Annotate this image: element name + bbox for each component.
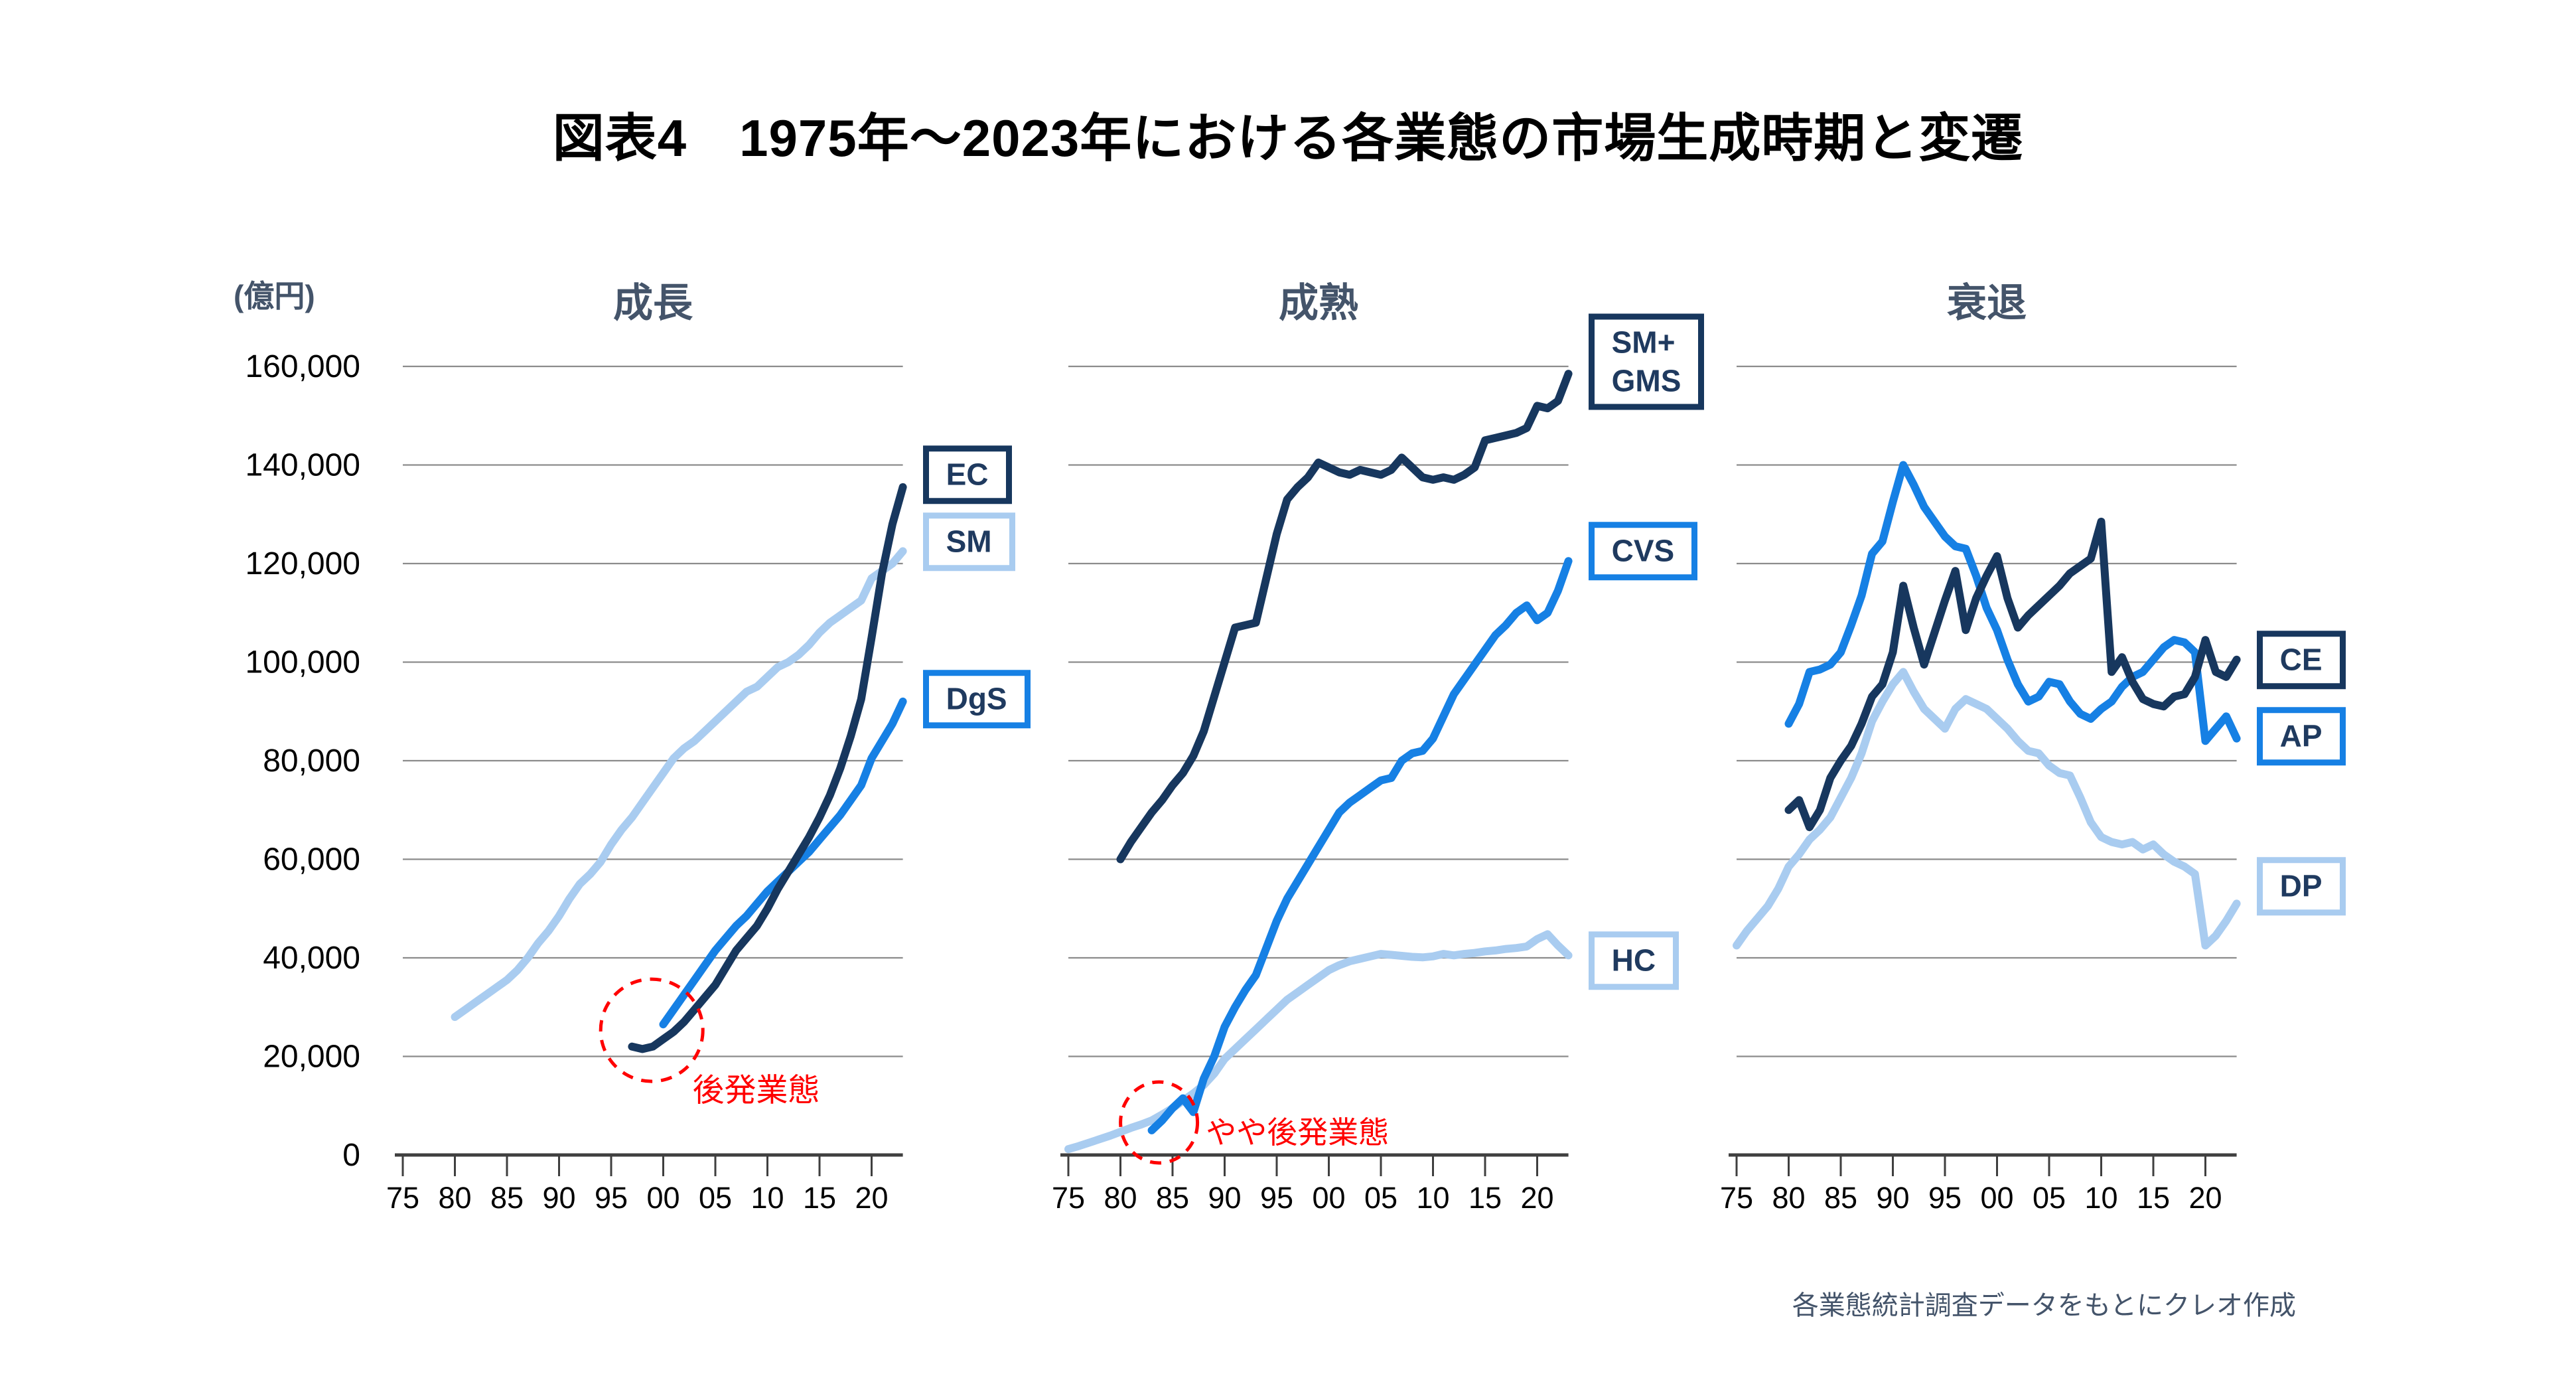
panel-成長: 75 80 85 90 95 00 05 10 15 20 0 20,000 40,000 60,000 8… xyxy=(245,349,907,1215)
annotation-text: やや後発業態 xyxy=(1206,1115,1389,1150)
series-label-box-SM: SM xyxy=(922,512,1015,571)
series-label-box-CE: CE xyxy=(2256,631,2346,689)
panel-title-growth: 成長 xyxy=(613,281,693,325)
x-tick-label: 85 xyxy=(1156,1181,1189,1215)
x-tick-label: 80 xyxy=(438,1181,471,1215)
x-tick-label: 90 xyxy=(1876,1181,1909,1215)
x-tick-label: 75 xyxy=(1052,1181,1085,1215)
attribution-note: 各業態統計調査データをもとにクレオ作成 xyxy=(1792,1291,2296,1320)
x-tick-label: 10 xyxy=(751,1181,784,1215)
x-tick-label: 90 xyxy=(542,1181,575,1215)
series-label-box-AP: AP xyxy=(2256,707,2346,765)
annotation-text: 後発業態 xyxy=(693,1073,820,1108)
x-tick-label: 80 xyxy=(1104,1181,1137,1215)
series-line-CVS xyxy=(1147,557,1573,1134)
x-tick-label: 05 xyxy=(699,1181,732,1215)
series-line-DgS xyxy=(659,697,907,1029)
x-tick-label: 95 xyxy=(595,1181,628,1215)
y-tick-label: 120,000 xyxy=(245,546,360,581)
page-title: 図表4 1975年～2023年における各業態の市場生成時期と変遷 xyxy=(552,109,2024,167)
x-tick-label: 00 xyxy=(1980,1181,2013,1215)
annotation-circle xyxy=(599,977,705,1083)
y-tick-label: 0 xyxy=(342,1138,360,1173)
series-line-AP xyxy=(1784,461,2241,745)
x-tick-label: 95 xyxy=(1260,1181,1293,1215)
x-tick-label: 80 xyxy=(1772,1181,1805,1215)
panel-衰退: 75 80 85 90 95 00 05 10 15 20 xyxy=(1720,365,2241,1215)
x-tick-label: 75 xyxy=(1720,1181,1753,1215)
y-axis-unit-label: (億円) xyxy=(234,279,315,313)
x-tick-label: 20 xyxy=(1520,1181,1553,1215)
series-label-box-DP: DP xyxy=(2256,857,2346,915)
x-tick-label: 15 xyxy=(2137,1181,2170,1215)
series-label-box-CVS: CVS xyxy=(1588,522,1698,580)
y-tick-label: 100,000 xyxy=(245,645,360,680)
x-tick-label: 10 xyxy=(1416,1181,1449,1215)
y-tick-label: 80,000 xyxy=(263,743,360,779)
series-line-DP xyxy=(1733,668,2241,950)
x-tick-label: 90 xyxy=(1208,1181,1241,1215)
panel-title-maturity: 成熟 xyxy=(1279,281,1358,325)
x-tick-label: 20 xyxy=(2188,1181,2222,1215)
series-label-box-HC: HC xyxy=(1588,931,1680,990)
y-tick-label: 20,000 xyxy=(263,1039,360,1075)
series-line-SM+GMS xyxy=(1116,370,1573,864)
series-label-box-SM+GMS: SM+ GMS xyxy=(1588,313,1705,410)
series-line-SM xyxy=(451,547,907,1022)
series-label-box-DgS: DgS xyxy=(922,670,1031,728)
x-tick-label: 00 xyxy=(1312,1181,1345,1215)
x-tick-label: 85 xyxy=(1824,1181,1857,1215)
x-tick-label: 20 xyxy=(855,1181,888,1215)
x-tick-label: 15 xyxy=(803,1181,836,1215)
x-tick-label: 00 xyxy=(646,1181,680,1215)
x-tick-label: 15 xyxy=(1468,1181,1502,1215)
panel-title-decline: 衰退 xyxy=(1947,281,2027,325)
x-tick-label: 75 xyxy=(386,1181,419,1215)
series-line-EC xyxy=(628,483,907,1053)
series-label-box-EC: EC xyxy=(922,445,1012,504)
panel-成熟: 75 80 85 90 95 00 05 10 15 20 やや後発業態 xyxy=(1052,365,1573,1215)
series-line-HC xyxy=(1064,930,1573,1154)
x-tick-label: 05 xyxy=(2033,1181,2066,1215)
x-tick-label: 85 xyxy=(490,1181,524,1215)
y-tick-label: 60,000 xyxy=(263,842,360,878)
x-tick-label: 05 xyxy=(1364,1181,1397,1215)
x-tick-label: 95 xyxy=(1928,1181,1962,1215)
y-tick-label: 140,000 xyxy=(245,448,360,483)
y-tick-label: 40,000 xyxy=(263,941,360,976)
series-line-CE xyxy=(1784,517,2241,832)
y-tick-label: 160,000 xyxy=(245,349,360,384)
x-tick-label: 10 xyxy=(2084,1181,2117,1215)
annotation-circle xyxy=(1119,1080,1200,1165)
